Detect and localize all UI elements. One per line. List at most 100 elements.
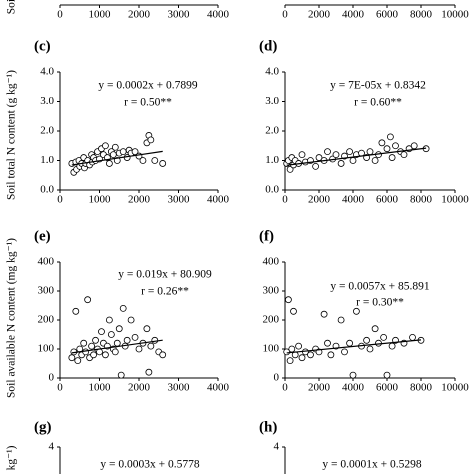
point — [298, 354, 306, 362]
point — [346, 148, 354, 156]
x-tick-label: 6000 — [376, 382, 399, 394]
x-tick-label: 2000 — [308, 9, 331, 21]
y-tick-label: 200 — [263, 314, 280, 326]
point — [383, 371, 391, 379]
point — [82, 348, 90, 356]
x-tick-label: 1000 — [89, 194, 112, 206]
point — [159, 351, 167, 359]
x-tick-label: 2000 — [308, 194, 331, 206]
x-tick-label: 2000 — [128, 9, 151, 21]
y-tick-label: 4.0 — [40, 66, 54, 78]
point — [145, 368, 153, 376]
point — [337, 316, 345, 324]
y-tick-label: 300 — [38, 285, 55, 297]
panel-label: (f) — [259, 228, 274, 244]
y-axis-label: Soil available N content (mg kg⁻¹) — [6, 238, 18, 398]
panel-label: (h) — [259, 419, 277, 435]
y-tick-label: 2.0 — [40, 125, 54, 137]
correlation: r = 0.50** — [124, 97, 172, 109]
point — [88, 342, 95, 350]
point — [298, 151, 306, 159]
point — [327, 351, 335, 359]
correlation: r = 0.30** — [356, 297, 404, 309]
point — [139, 157, 147, 164]
trend-line — [286, 147, 427, 166]
x-tick-label: 4000 — [207, 9, 230, 21]
point — [409, 333, 416, 341]
y-tick-label: 0 — [49, 372, 55, 384]
panel-label: (e) — [34, 228, 51, 244]
y-tick-label: 0.0 — [40, 184, 54, 196]
point — [113, 157, 121, 164]
x-tick-label: 8000 — [410, 382, 433, 394]
point — [98, 328, 105, 336]
point — [113, 339, 121, 347]
y-tick-label: 400 — [263, 256, 280, 268]
y-tick-label: 200 — [38, 314, 55, 326]
point — [378, 139, 386, 147]
point — [131, 148, 139, 156]
x-tick-label: 4000 — [342, 194, 365, 206]
x-tick-label: 0 — [57, 9, 63, 21]
point — [366, 345, 374, 353]
point — [127, 316, 135, 324]
point — [290, 307, 297, 315]
point — [410, 142, 418, 150]
x-tick-label: 6000 — [376, 194, 399, 206]
point — [386, 133, 394, 141]
point — [135, 345, 143, 353]
point — [388, 154, 396, 161]
point — [90, 351, 97, 359]
equation: y = 0.0057x + 85.891 — [330, 281, 429, 293]
y-tick-label: 0 — [274, 372, 280, 384]
correlation: r = 0.26** — [141, 286, 189, 298]
point — [115, 325, 123, 333]
point — [74, 357, 82, 365]
x-tick-label: 4000 — [342, 9, 365, 21]
point — [72, 307, 80, 315]
x-tick-label: 10000 — [441, 194, 469, 206]
x-tick-label: 0 — [282, 194, 288, 206]
point — [346, 339, 354, 347]
y-axis-label: Soil — [6, 0, 18, 14]
x-tick-label: 3000 — [168, 9, 191, 21]
x-tick-label: 6000 — [376, 9, 399, 21]
point — [84, 296, 92, 304]
point — [151, 336, 159, 344]
point — [105, 316, 113, 324]
y-tick-label: 100 — [38, 343, 55, 355]
point — [288, 345, 296, 353]
point — [371, 325, 379, 333]
point — [332, 151, 340, 159]
point — [337, 160, 345, 167]
equation: y = 0.0003x + 0.5778 — [100, 459, 199, 471]
point — [102, 351, 109, 359]
point — [371, 157, 379, 164]
x-tick-label: 1000 — [89, 9, 112, 21]
y-tick-label: 4 — [274, 441, 280, 453]
point — [324, 339, 331, 347]
point — [341, 348, 348, 356]
point — [324, 148, 331, 156]
y-axis-label: kg⁻¹) — [6, 445, 18, 470]
point — [119, 148, 127, 156]
point — [80, 339, 88, 347]
y-tick-label: 3.0 — [40, 95, 54, 107]
equation: y = 0.0002x + 0.7899 — [98, 80, 197, 92]
point — [349, 371, 357, 379]
point — [284, 296, 292, 304]
trend-line — [71, 339, 163, 354]
point — [315, 154, 323, 161]
point — [131, 333, 139, 341]
point — [283, 348, 291, 356]
y-tick-label: 300 — [263, 285, 280, 297]
point — [68, 354, 76, 362]
point — [383, 145, 391, 153]
point — [307, 351, 314, 359]
x-tick-label: 4000 — [342, 382, 365, 394]
point — [392, 142, 399, 150]
point — [105, 160, 113, 167]
x-tick-label: 0 — [57, 382, 63, 394]
x-tick-label: 8000 — [410, 194, 433, 206]
